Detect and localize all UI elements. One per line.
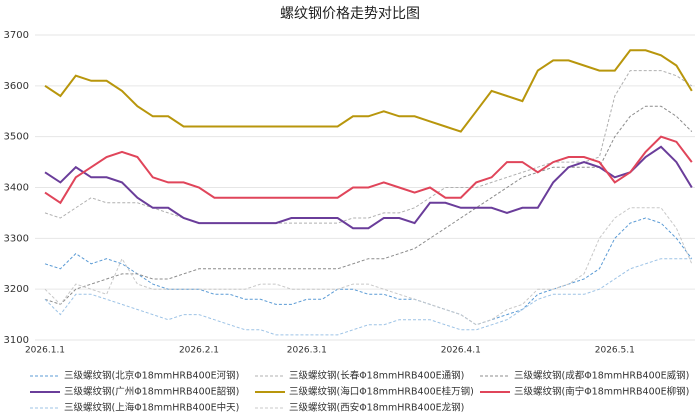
legend-label: 三级螺纹钢(成都Φ18mmHRB400E威钢) xyxy=(514,370,689,382)
legend-label: 三级螺纹钢(北京Φ18mmHRB400E河钢) xyxy=(64,370,239,382)
legend-label: 三级螺纹钢(广州Φ18mmHRB400E韶钢) xyxy=(64,386,239,398)
legend-label: 三级螺纹钢(南宁Φ18mmHRB400E柳钢) xyxy=(514,386,689,398)
y-tick-label: 3700 xyxy=(4,30,29,41)
legend-label: 三级螺纹钢(海口Φ18mmHRB400E桂万钢) xyxy=(289,386,474,398)
y-tick-label: 3500 xyxy=(4,132,29,143)
legend-label: 三级螺纹钢(上海Φ18mmHRB400E中天) xyxy=(64,402,239,414)
series-line xyxy=(44,145,693,230)
y-tick-label: 3400 xyxy=(4,183,29,194)
x-tick-label: 2026.5.1 xyxy=(595,346,635,356)
y-tick-label: 3300 xyxy=(4,233,29,244)
series-line xyxy=(44,258,692,336)
x-tick-label: 2026.2.1 xyxy=(179,346,219,356)
y-tick-label: 3100 xyxy=(4,335,29,346)
y-tick-label: 3600 xyxy=(4,81,29,92)
x-tick-label: 2026.3.1 xyxy=(287,346,327,356)
legend-label: 三级螺纹钢(西安Φ18mmHRB400E龙钢) xyxy=(289,402,464,414)
chart-title: 螺纹钢价格走势对比图 xyxy=(280,6,420,22)
legend-label: 三级螺纹钢(长春Φ18mmHRB400E通钢) xyxy=(289,370,464,382)
series-line xyxy=(44,135,693,205)
series-line xyxy=(44,105,693,305)
x-tick-label: 2026.4.1 xyxy=(441,346,481,356)
series-line xyxy=(44,49,693,133)
x-tick-label: 2026.1.1 xyxy=(25,346,65,356)
series-line xyxy=(44,207,693,326)
series-line xyxy=(44,217,693,326)
y-tick-label: 3200 xyxy=(4,284,29,295)
